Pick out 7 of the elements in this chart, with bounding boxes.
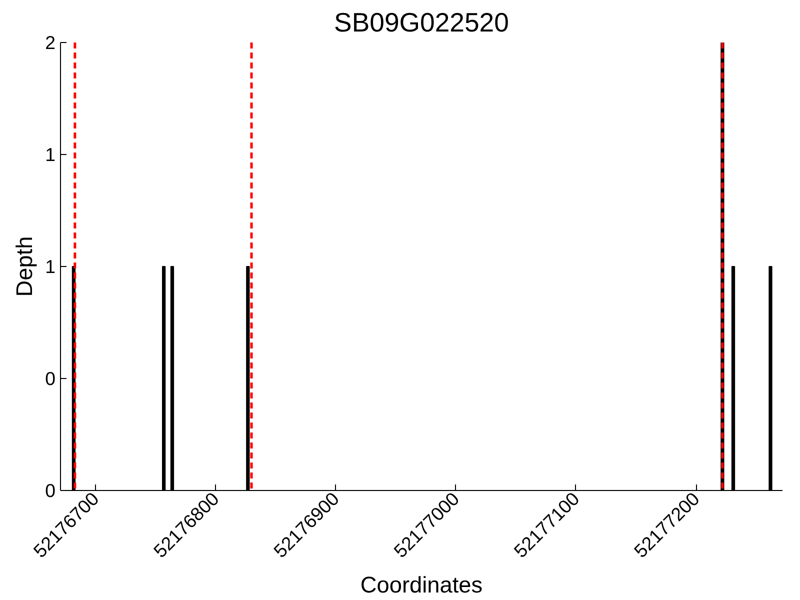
y-tick-label: 1	[45, 144, 56, 165]
y-tick-label: 1	[45, 256, 56, 277]
y-tick-label: 0	[45, 368, 56, 389]
chart-title: SB09G022520	[334, 8, 509, 38]
y-axis-title: Depth	[11, 236, 38, 297]
x-axis-title: Coordinates	[360, 571, 483, 598]
y-tick-label: 2	[45, 32, 56, 53]
